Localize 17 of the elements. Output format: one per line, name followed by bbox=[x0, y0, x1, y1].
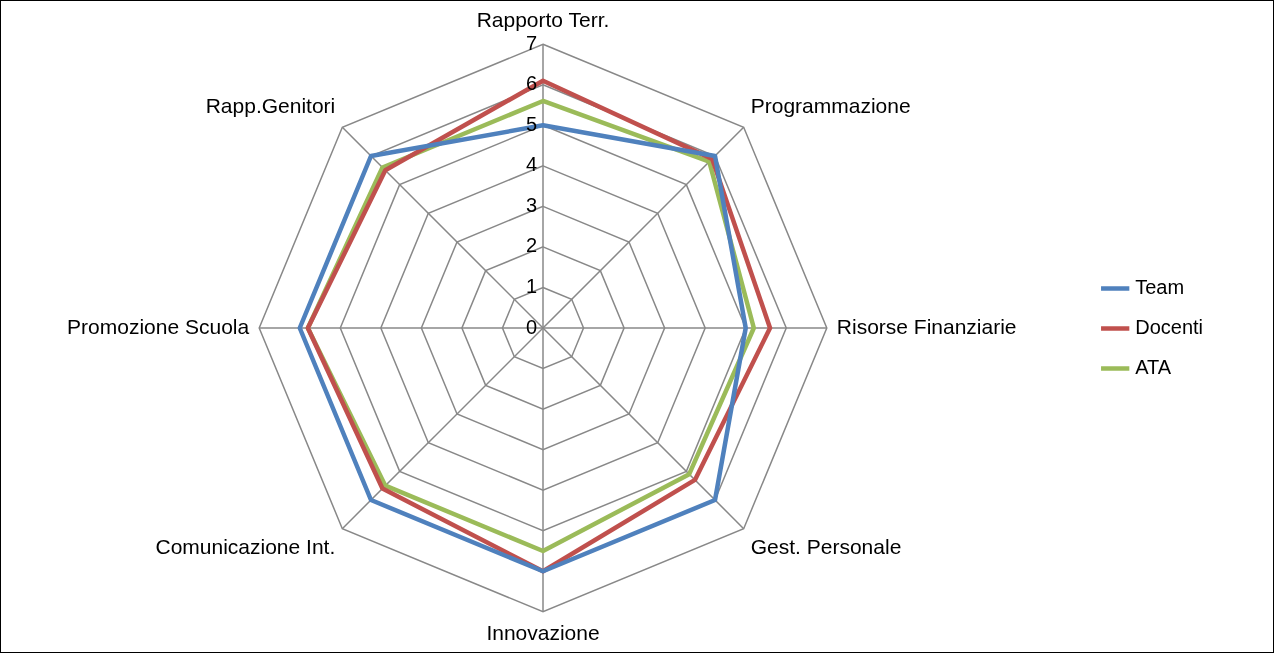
y-tick-label: 0 bbox=[525, 315, 537, 338]
spoke-label: Risorse Finanziarie bbox=[836, 314, 1017, 338]
spoke-label: Gest. Personale bbox=[750, 535, 902, 559]
legend-label: ATA bbox=[1135, 356, 1172, 379]
legend-label: Docenti bbox=[1135, 316, 1203, 339]
y-tick-label: 3 bbox=[525, 193, 537, 216]
spoke-label: Innovazione bbox=[486, 621, 600, 645]
spoke-label: Rapp.Genitori bbox=[205, 94, 336, 118]
spoke-label: Promozione Scuola bbox=[67, 314, 250, 338]
y-tick-label: 4 bbox=[525, 153, 537, 176]
y-tick-label: 7 bbox=[525, 31, 537, 54]
spoke-label: Rapporto Terr. bbox=[476, 8, 610, 32]
y-tick-label: 2 bbox=[525, 234, 537, 257]
spoke-label: Comunicazione Int. bbox=[155, 535, 336, 559]
y-tick-label: 1 bbox=[525, 274, 537, 297]
legend-label: Team bbox=[1135, 276, 1185, 299]
spoke-label: Programmazione bbox=[750, 94, 911, 118]
